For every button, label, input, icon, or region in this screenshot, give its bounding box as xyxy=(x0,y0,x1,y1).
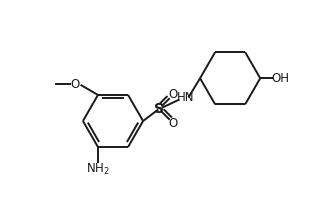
Text: O: O xyxy=(169,117,178,130)
Text: OH: OH xyxy=(271,72,289,85)
Text: O: O xyxy=(71,78,80,91)
Text: HN: HN xyxy=(177,91,194,104)
Text: O: O xyxy=(168,88,178,101)
Text: NH$_2$: NH$_2$ xyxy=(86,162,110,177)
Text: S: S xyxy=(154,102,164,116)
